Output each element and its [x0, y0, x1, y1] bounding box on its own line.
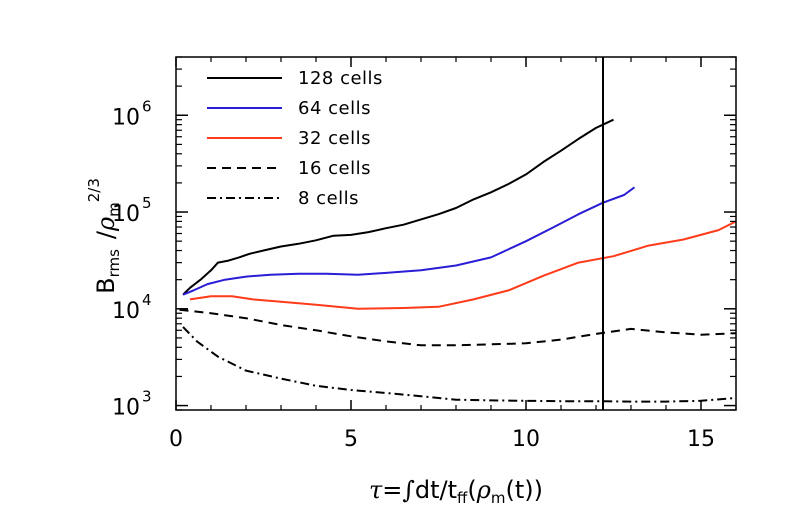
y-tick-exponent: 4 — [142, 291, 152, 309]
y-tick-exponent: 6 — [142, 97, 152, 115]
x-tick-label: 15 — [687, 427, 715, 452]
x-tick-label: 10 — [512, 427, 540, 452]
plot-frame — [175, 56, 737, 411]
series-line-1 — [182, 118, 614, 296]
x-axis-ticks: 0 5 10 15 — [169, 57, 737, 452]
legend-label: 64 cells — [298, 98, 371, 119]
legend-label: 16 cells — [298, 158, 371, 179]
legend-label: 32 cells — [298, 128, 371, 149]
y-tick-label: 10 — [112, 396, 140, 421]
series-line-3 — [189, 220, 736, 310]
y-tick-label: 10 — [112, 105, 140, 130]
series-line-5 — [182, 326, 736, 403]
x-tick-label: 0 — [169, 427, 183, 452]
y-tick-label: 10 — [112, 299, 140, 324]
series-line-4 — [179, 308, 736, 347]
legend-label: 128 cells — [298, 68, 383, 89]
series-line-2 — [182, 186, 636, 296]
x-axis-label: τ=∫dt/tff(ρm(t)) — [369, 476, 543, 507]
legend: 128 cells 64 cells 32 cells 16 cells 8 cells — [207, 68, 383, 209]
series-layer — [179, 118, 736, 403]
x-tick-label: 5 — [344, 427, 358, 452]
y-tick-exponent: 5 — [142, 194, 152, 212]
y-axis-label: Brms/ρm2/3 — [85, 178, 123, 294]
y-tick-label: 10 — [112, 202, 140, 227]
legend-label: 8 cells — [298, 188, 359, 209]
y-tick-exponent: 3 — [142, 388, 152, 406]
